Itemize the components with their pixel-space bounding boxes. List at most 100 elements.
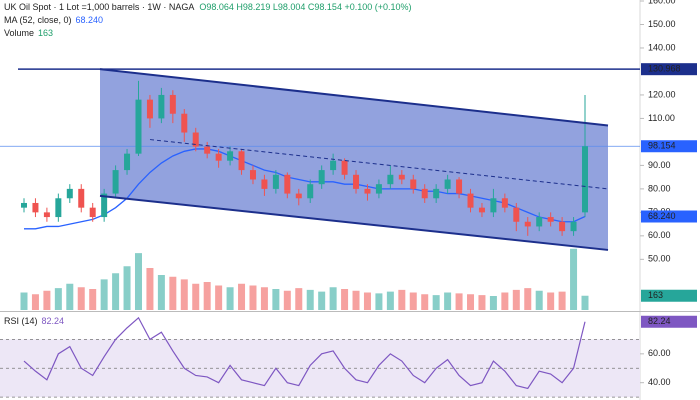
volume-bar <box>444 292 452 310</box>
candle-body <box>410 179 417 189</box>
candle-body <box>490 198 497 213</box>
candle-body <box>238 151 245 171</box>
volume-bar <box>215 285 223 310</box>
volume-bar <box>421 294 429 310</box>
y-tick-label: 40.00 <box>648 377 671 387</box>
candle-body <box>547 217 554 222</box>
candle-body <box>55 198 62 218</box>
volume-bar <box>547 292 555 310</box>
ma-name: MA (52, close, 0) <box>4 15 72 25</box>
volume-bar <box>478 295 486 310</box>
price-label: 98.154 <box>648 141 676 151</box>
candle-body <box>272 174 279 189</box>
volume-bar <box>226 287 234 310</box>
volume-bar <box>581 295 589 310</box>
volume-bar <box>283 290 291 310</box>
volume-bar <box>77 287 85 310</box>
volume-bar <box>123 266 131 310</box>
resistance-label-box <box>641 63 697 76</box>
candle-body <box>135 99 142 154</box>
candle-body <box>169 94 176 114</box>
candle-body <box>570 221 577 232</box>
y-tick-label: 110.00 <box>648 113 675 123</box>
volume-bar <box>134 253 142 310</box>
legend-line: Volume 163 <box>4 28 53 38</box>
candle-body <box>181 113 188 133</box>
rsi-name: RSI (14) <box>4 316 38 326</box>
price-label-box <box>641 140 697 153</box>
y-tick-label: 60.00 <box>648 230 671 240</box>
y-tick-label: 80.00 <box>648 183 671 193</box>
volume-bar <box>306 289 314 310</box>
volume-value: 163 <box>38 28 53 38</box>
candle-body <box>433 188 440 199</box>
volume-bar <box>89 289 97 310</box>
rsi-label: 82.24 <box>648 316 671 326</box>
volume-name: Volume <box>4 28 34 38</box>
candle-body <box>204 146 211 154</box>
legend-line: MA (52, close, 0) 68.240 <box>4 15 103 25</box>
volume-bar <box>54 288 62 310</box>
channel-fill <box>100 69 608 250</box>
candle-body <box>318 170 325 185</box>
y-tick-label: 140.00 <box>648 42 676 52</box>
rsi-label-box <box>641 315 697 328</box>
candle-body <box>295 193 302 199</box>
volume-bar <box>272 289 280 310</box>
channel-lower <box>99 194 609 251</box>
resistance-label: 130.968 <box>648 64 681 74</box>
volume-bar <box>112 273 120 310</box>
volume-bar <box>318 291 326 310</box>
candle-body <box>192 132 199 147</box>
candle-body <box>215 153 222 161</box>
symbol: UK Oil Spot · 1 Lot =1,000 barrels · 1W … <box>4 2 194 12</box>
ma-label: 68.240 <box>648 211 676 221</box>
volume-bar <box>169 276 177 310</box>
volume-bar <box>455 293 463 310</box>
candle-body <box>398 174 405 180</box>
volume-bar <box>146 268 154 310</box>
candle-body <box>146 99 153 119</box>
candle-body <box>456 179 463 194</box>
candle-body <box>582 146 588 213</box>
legend-line: RSI (14) 82.24 <box>4 316 64 326</box>
legend-line: UK Oil Spot · 1 Lot =1,000 barrels · 1W … <box>4 2 412 12</box>
volume-bar <box>386 291 394 310</box>
candle-body <box>66 188 73 199</box>
candle-body <box>524 221 531 227</box>
volume-bar <box>432 295 440 310</box>
candle-body <box>387 174 394 185</box>
rsi-value: 82.24 <box>42 316 65 326</box>
volume-bar <box>20 292 28 310</box>
volume-bar <box>570 248 578 310</box>
volume-bar <box>398 289 406 310</box>
channel-upper <box>99 68 609 127</box>
candle-body <box>32 202 39 213</box>
y-tick-label: 50.00 <box>648 254 671 264</box>
volume-bar <box>489 296 497 310</box>
volume-bar <box>192 283 200 310</box>
candle-body <box>112 170 119 194</box>
volume-bar <box>375 293 383 310</box>
rsi-line <box>23 316 586 390</box>
volume-bar <box>467 294 475 310</box>
candle-body <box>501 198 508 208</box>
candle-body <box>536 217 543 227</box>
candle-body <box>330 160 337 171</box>
y-tick-label: 120.00 <box>648 89 676 99</box>
volume-bar <box>238 283 246 310</box>
volume-bar <box>524 288 532 310</box>
ma-label-box <box>641 210 697 223</box>
volume-bar <box>535 290 543 310</box>
volume-label-box <box>641 289 697 302</box>
volume-bar <box>329 287 337 310</box>
ohlc: O98.064 H98.219 L98.004 C98.154 +0.100 (… <box>199 2 411 12</box>
candle-body <box>364 188 371 194</box>
volume-bar <box>558 291 566 310</box>
candle-body <box>43 212 50 218</box>
y-tick-label: 90.00 <box>648 160 671 170</box>
ma-value: 68.240 <box>76 15 104 25</box>
